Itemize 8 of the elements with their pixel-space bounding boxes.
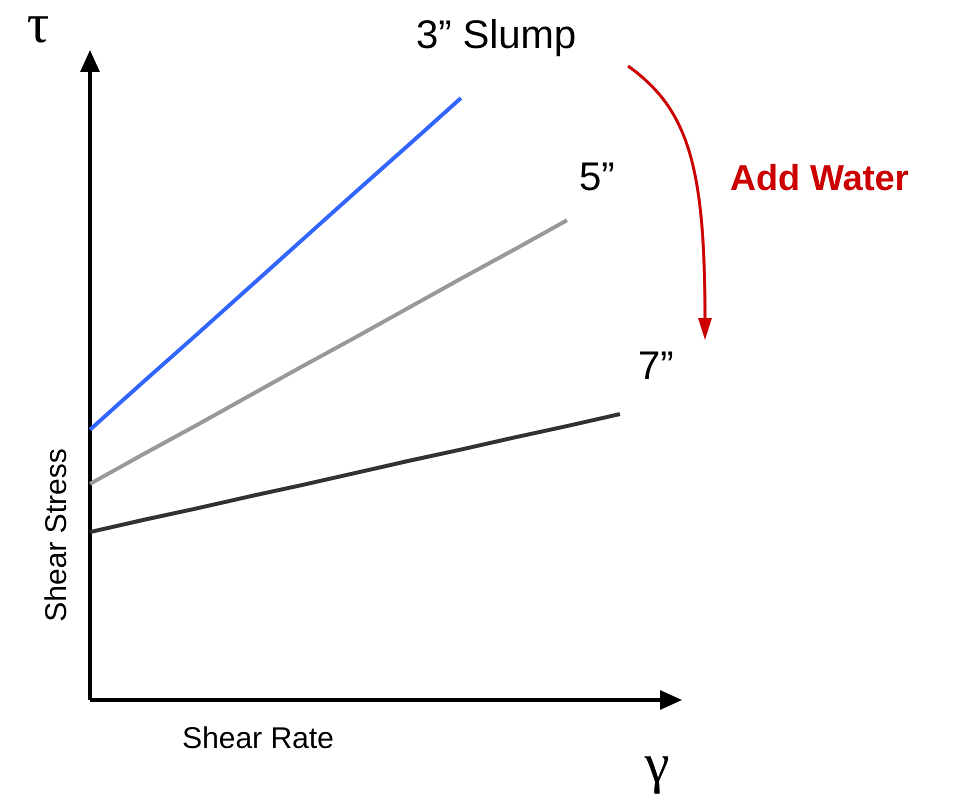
x-axis-title: Shear Rate (182, 722, 334, 755)
text: τ (26, 0, 50, 55)
text: Add Water (730, 157, 909, 198)
text: γ (644, 733, 670, 795)
y-axis-title: Shear Stress (40, 448, 73, 622)
series-label: 7” (638, 344, 674, 388)
series-label: 3” Slump (416, 13, 576, 57)
series-label: 5” (579, 155, 615, 200)
